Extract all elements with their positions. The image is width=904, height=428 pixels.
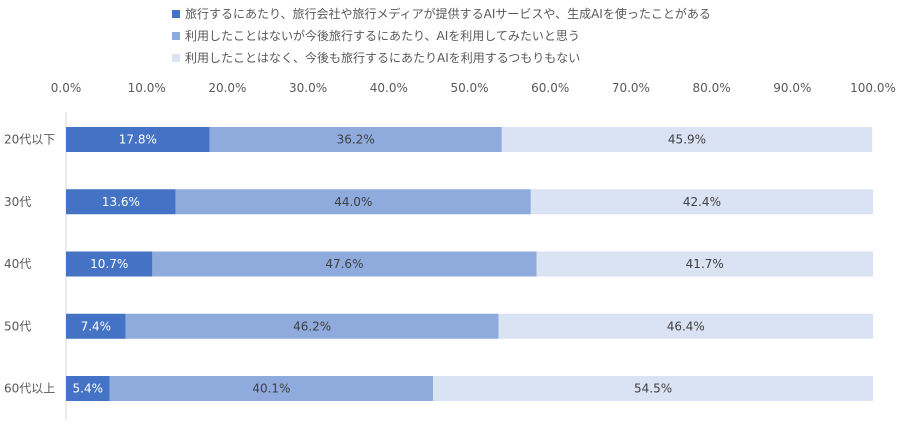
x-tick-label: 30.0%: [289, 81, 327, 95]
bar-segment: [66, 189, 176, 215]
data-label: 10.7%: [90, 257, 128, 271]
legend: 旅行するにあたり、旅行会社や旅行メディアが提供するAIサービスや、生成AIを使っ…: [172, 6, 711, 65]
data-label: 5.4%: [73, 382, 104, 396]
legend-swatch-1: [172, 10, 180, 18]
data-label: 41.7%: [686, 257, 724, 271]
legend-label-2: 利用したことはないが今後旅行するにあたり、AIを利用してみたいと思う: [185, 28, 580, 43]
x-tick-label: 80.0%: [693, 81, 731, 95]
x-tick-label: 100.0%: [850, 81, 896, 95]
bar-segment: [109, 376, 434, 401]
data-label: 54.5%: [634, 382, 672, 396]
legend-label-3: 利用したことはなく、今後も旅行するにあたりAIを利用するつもりもない: [185, 50, 580, 65]
bar-segment: [209, 127, 502, 152]
data-label: 46.2%: [293, 319, 331, 333]
bar-segment: [501, 127, 873, 152]
data-label: 36.2%: [337, 133, 375, 147]
x-axis-tick-labels: 0.0% 10.0% 20.0% 30.0% 40.0% 50.0% 60.0% 70.0% 8…: [51, 81, 896, 95]
bar-segment: [66, 127, 210, 152]
data-label: 46.4%: [667, 319, 705, 333]
data-label: 47.6%: [325, 257, 363, 271]
category-label: 60代以上: [4, 382, 55, 396]
x-tick-label: 0.0%: [51, 81, 82, 95]
x-tick-label: 20.0%: [208, 81, 246, 95]
data-label: 45.9%: [668, 133, 706, 147]
bars: 17.8% 36.2% 45.9% 13.6% 44.0% 42.4% 10.7% 47.6%…: [66, 127, 873, 401]
category-label: 40代: [4, 257, 31, 271]
x-tick-label: 50.0%: [450, 81, 488, 95]
bar-segment: [498, 313, 873, 339]
bar-segment: [530, 189, 873, 215]
data-label: 13.6%: [102, 195, 140, 209]
legend-swatch-3: [172, 54, 180, 62]
category-labels: 20代以下 30代 40代 50代 60代以上: [4, 133, 55, 396]
x-tick-label: 70.0%: [612, 81, 650, 95]
bar-segment: [433, 376, 873, 401]
bar-segment: [66, 313, 126, 339]
category-label: 50代: [4, 319, 31, 333]
x-tick-label: 90.0%: [773, 81, 811, 95]
data-label: 40.1%: [252, 382, 290, 396]
data-label: 7.4%: [81, 319, 112, 333]
bar-segment: [66, 376, 110, 401]
bar-segment: [66, 251, 153, 277]
legend-label-1: 旅行するにあたり、旅行会社や旅行メディアが提供するAIサービスや、生成AIを使っ…: [185, 6, 711, 21]
data-label: 44.0%: [334, 195, 372, 209]
x-tick-label: 10.0%: [128, 81, 166, 95]
bar-segment: [175, 189, 531, 215]
x-tick-label: 40.0%: [370, 81, 408, 95]
x-tick-label: 60.0%: [531, 81, 569, 95]
data-label: 42.4%: [683, 195, 721, 209]
category-label: 20代以下: [4, 133, 55, 147]
legend-swatch-2: [172, 32, 180, 40]
category-label: 30代: [4, 195, 31, 209]
bar-segment: [536, 251, 873, 277]
bar-segment: [125, 313, 499, 339]
data-label: 17.8%: [119, 133, 157, 147]
bar-segment: [152, 251, 537, 277]
